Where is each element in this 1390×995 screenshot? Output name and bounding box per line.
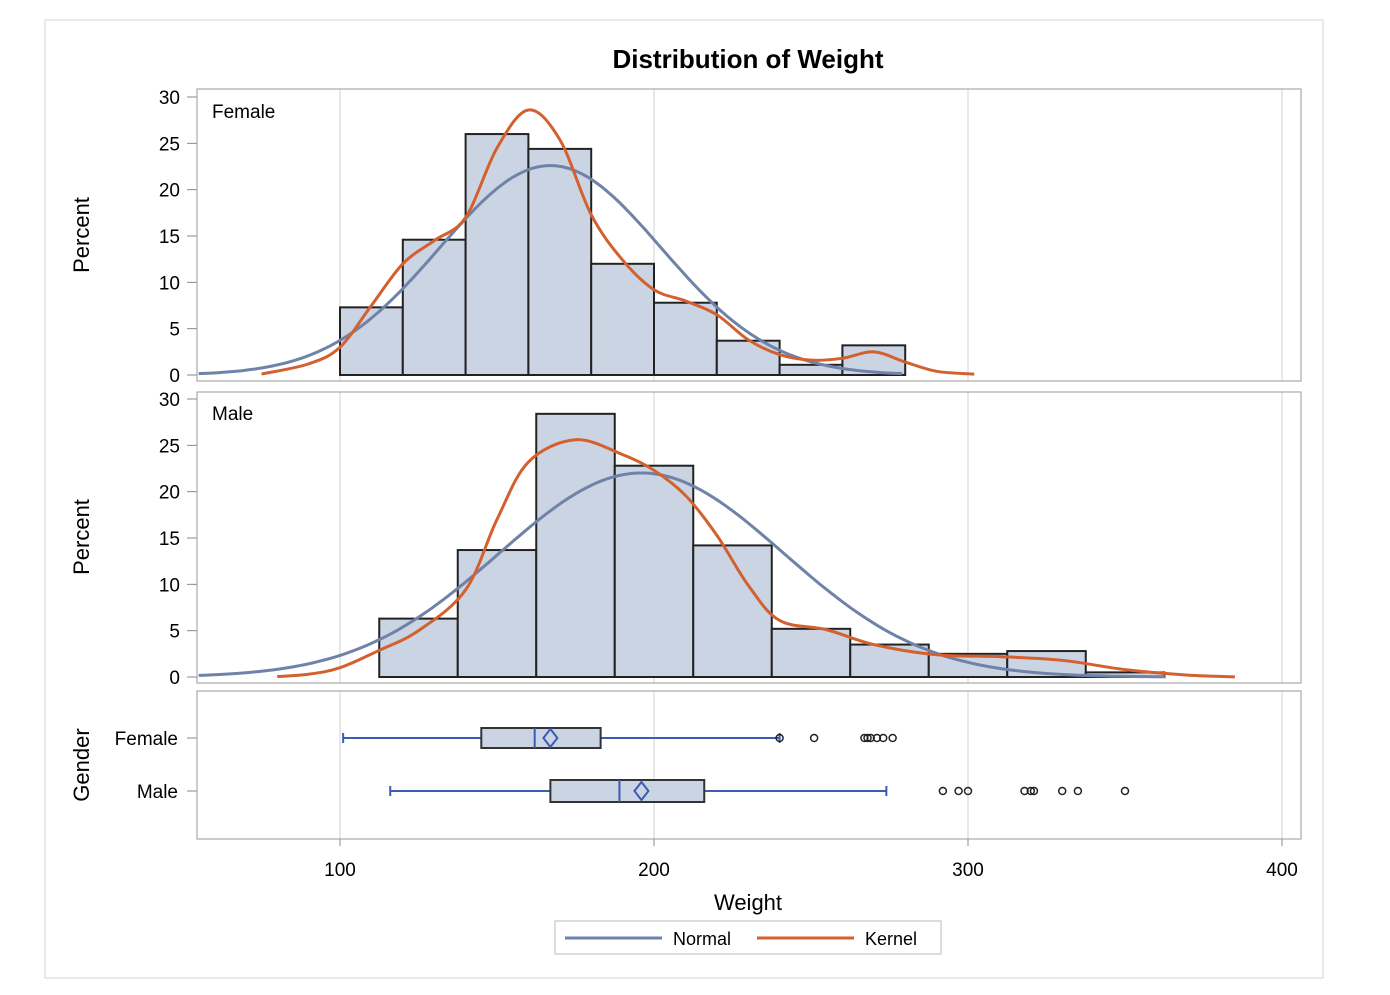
female-panel-frame xyxy=(196,88,1302,382)
chart-title: Distribution of Weight xyxy=(612,44,883,74)
histogram-bar xyxy=(464,133,530,376)
mean-marker xyxy=(633,780,650,802)
male-y-axis-label: Percent xyxy=(69,499,94,575)
category-label: Female xyxy=(115,729,178,750)
outlier-point xyxy=(1073,786,1083,796)
outlier-point xyxy=(1120,786,1130,796)
x-tick-label: 300 xyxy=(952,860,984,881)
outlier-point xyxy=(863,733,872,743)
histogram-bar xyxy=(535,412,616,678)
x-tick-label: 100 xyxy=(324,860,356,881)
histogram-bar xyxy=(456,549,538,679)
histogram-bar xyxy=(841,344,907,377)
outlier-point xyxy=(809,733,819,743)
histogram-bar xyxy=(692,544,773,678)
histogram-bar xyxy=(849,643,930,678)
box xyxy=(549,779,706,803)
histogram-bar xyxy=(401,238,467,376)
female-y-axis-label: Percent xyxy=(69,197,94,273)
y-tick-label: 30 xyxy=(159,88,180,109)
legend-kernel-label: Kernel xyxy=(865,929,917,949)
kernel-curve xyxy=(261,108,975,376)
y-tick-label: 15 xyxy=(159,227,180,248)
female-panel-label: Female xyxy=(212,102,275,123)
y-tick-label: 30 xyxy=(159,390,180,411)
x-axis-label: Weight xyxy=(714,890,782,915)
outlier-point xyxy=(878,733,888,743)
outlier-point xyxy=(938,786,948,796)
histogram-bar xyxy=(770,627,852,679)
outlier-point xyxy=(1029,786,1039,796)
y-tick-label: 25 xyxy=(159,134,180,155)
y-tick-label: 0 xyxy=(169,668,180,689)
histogram-bar xyxy=(590,262,656,376)
x-tick-label: 200 xyxy=(638,860,670,881)
y-tick-label: 25 xyxy=(159,436,180,457)
kernel-curve xyxy=(277,438,1235,679)
y-tick-label: 15 xyxy=(159,529,180,550)
y-tick-label: 20 xyxy=(159,483,180,504)
box-panel-frame xyxy=(196,690,1302,840)
histogram-bar xyxy=(653,301,718,376)
mean-marker xyxy=(542,727,559,749)
y-tick-label: 20 xyxy=(159,181,180,202)
male-panel-label: Male xyxy=(212,404,253,425)
y-tick-label: 5 xyxy=(169,320,180,341)
outlier-point xyxy=(1057,786,1067,796)
legend: Normal Kernel xyxy=(554,920,942,955)
outlier-point xyxy=(888,733,897,743)
y-tick-label: 10 xyxy=(159,273,180,294)
y-tick-label: 5 xyxy=(169,622,180,643)
histogram-bar xyxy=(527,147,593,376)
histogram-bar xyxy=(613,464,695,678)
normal-curve xyxy=(198,163,903,376)
outlier-point xyxy=(954,786,963,796)
y-tick-label: 0 xyxy=(169,366,180,387)
category-label: Male xyxy=(137,782,178,803)
legend-normal-label: Normal xyxy=(673,929,731,949)
male-panel-frame xyxy=(196,391,1302,684)
outlier-point xyxy=(1026,786,1036,796)
x-tick-label: 400 xyxy=(1266,860,1298,881)
outlier-point xyxy=(963,786,973,796)
histogram-bar xyxy=(378,617,459,678)
normal-curve xyxy=(198,471,1166,679)
box xyxy=(480,727,602,749)
y-tick-label: 10 xyxy=(159,575,180,596)
outlier-point xyxy=(775,733,784,743)
box-y-axis-label: Gender xyxy=(69,728,94,801)
